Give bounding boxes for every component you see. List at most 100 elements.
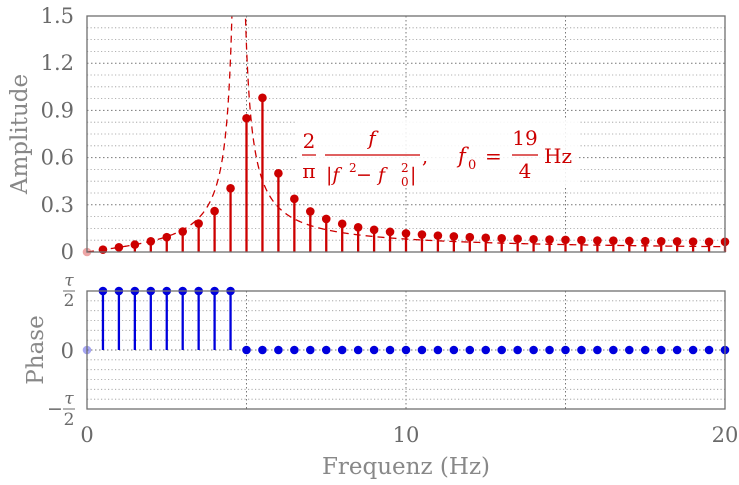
- x-axis-label: Frequenz (Hz): [322, 454, 490, 480]
- phase-stem-marker: [577, 345, 586, 355]
- phase-stem-marker: [625, 345, 634, 355]
- formula-equals: =: [485, 144, 502, 168]
- formula-den-part-exp-2: 2: [401, 161, 409, 175]
- amplitude-stem-marker: [497, 234, 507, 243]
- amplitude-stem-marker: [401, 229, 411, 238]
- amplitude-frame: [86, 15, 726, 253]
- amplitude-stem-marker: [306, 207, 315, 216]
- x-axis-tick-label: 0: [80, 423, 93, 447]
- formula-denominator-pi: π: [302, 159, 315, 183]
- phase-stem-marker: [306, 345, 315, 355]
- formula-den-part-abs-f: |f: [326, 164, 342, 186]
- phase-stem-marker: [353, 345, 363, 355]
- amplitude-stem-marker: [688, 237, 698, 246]
- phase-stem-marker: [337, 345, 347, 355]
- formula-den-part-abs-close: |: [410, 164, 416, 186]
- amplitude-ytick-label: 0.6: [41, 146, 74, 170]
- phase-ytick-bottom-numerator: τ: [64, 389, 74, 409]
- formula-f0-subscript: 0: [468, 158, 476, 173]
- phase-ytick-zero: 0: [61, 339, 74, 363]
- phase-stem-marker: [656, 345, 666, 355]
- phase-stem-marker: [640, 345, 650, 355]
- phase-stem-marker: [513, 345, 522, 355]
- phase-stem-marker: [369, 345, 379, 355]
- amplitude-stem-marker: [369, 225, 379, 235]
- amplitude-stems: [82, 93, 730, 257]
- phase-stem-marker: [545, 345, 554, 355]
- phase-ytick-top-numerator: τ: [64, 271, 74, 291]
- phase-frame: [86, 290, 726, 410]
- amplitude-stem-marker: [194, 219, 203, 228]
- amplitude-ytick-label: 0.9: [41, 98, 74, 122]
- amplitude-stem-marker: [337, 219, 347, 229]
- phase-stem-marker: [672, 345, 682, 355]
- amplitude-stem-marker: [321, 214, 331, 224]
- phase-stems: [82, 286, 730, 355]
- amplitude-stem-marker: [385, 227, 395, 237]
- amplitude-stem-marker: [130, 240, 140, 249]
- phase-stem-marker: [417, 345, 427, 355]
- amplitude-axis-label: Amplitude: [7, 74, 33, 195]
- amplitude-ytick-label: 1.2: [41, 51, 74, 75]
- amplitude-stem-marker: [593, 236, 602, 245]
- phase-ytick-bottom-sign: −: [47, 398, 63, 420]
- phase-stem-marker: [529, 345, 538, 355]
- formula-background: [297, 118, 579, 188]
- amplitude-stem-marker: [417, 230, 427, 239]
- amplitude-stem-marker: [433, 231, 443, 240]
- phase-stem-marker: [497, 345, 507, 355]
- phase-ytick-top: τ 2: [63, 271, 75, 311]
- phase-stem-marker: [593, 345, 602, 355]
- phase-y-ticks: τ 2 0 − τ 2: [47, 271, 75, 430]
- amplitude-ytick-label: 1.5: [41, 4, 74, 28]
- formula-den-part-exp-1: 2: [349, 161, 357, 175]
- formula-denominator: |f 2 − f 2 0 |: [326, 161, 416, 189]
- amplitude-stem-marker: [162, 232, 172, 242]
- phase-stem-marker: [401, 345, 411, 355]
- amplitude-stem-marker: [577, 235, 586, 245]
- x-axis-tick-label: 10: [393, 423, 420, 447]
- x-axis-tick-label: 20: [712, 423, 739, 447]
- formula-numerator-19: 19: [512, 126, 537, 150]
- phase-stem-marker: [258, 345, 267, 355]
- phase-stem-marker: [688, 345, 698, 355]
- amplitude-stem-marker: [609, 236, 618, 245]
- phase-stem-marker: [465, 345, 475, 355]
- amplitude-stem-marker: [178, 227, 187, 236]
- phase-stem-marker: [704, 345, 714, 355]
- formula-annotation: 2 π f |f 2 − f 2 0 | , f 0 = 19 4 Hz: [297, 118, 579, 189]
- amplitude-ytick-label: 0.3: [41, 193, 74, 217]
- amplitude-y-ticks: 0 0.3 0.6 0.9 1.2 1.5: [41, 4, 74, 264]
- amplitude-stem-marker: [561, 235, 570, 245]
- amplitude-stem-marker: [529, 234, 538, 244]
- amplitude-stem-marker: [114, 242, 124, 252]
- phase-stem-marker: [290, 345, 299, 355]
- phase-stem-marker: [321, 345, 331, 355]
- phase-stem-marker: [609, 345, 618, 355]
- amplitude-stem-marker: [242, 113, 251, 123]
- phase-stem-marker: [449, 345, 459, 355]
- amplitude-stem-marker: [258, 93, 267, 103]
- phase-stem-marker: [561, 345, 570, 355]
- formula-unit-hz: Hz: [544, 144, 572, 168]
- phase-stem-marker: [242, 345, 251, 355]
- amplitude-stem-marker: [274, 169, 283, 178]
- amplitude-stem-marker: [353, 222, 363, 232]
- amplitude-stem-marker: [210, 206, 219, 216]
- amplitude-stem-marker: [290, 194, 299, 204]
- formula-comma: ,: [422, 146, 428, 168]
- formula-denominator-4: 4: [519, 159, 532, 183]
- amplitude-stem-marker: [146, 237, 156, 246]
- x-axis-ticks: 0 10 20: [80, 423, 738, 447]
- amplitude-stem-marker: [656, 237, 666, 246]
- amplitude-stem-marker: [465, 232, 475, 242]
- amplitude-stem-marker: [672, 237, 682, 246]
- amplitude-stem-marker: [625, 236, 634, 246]
- formula-den-part-sub-0: 0: [401, 175, 409, 189]
- phase-stem-marker: [385, 345, 395, 355]
- amplitude-stem-marker: [545, 235, 554, 244]
- amplitude-ytick-label: 0: [61, 240, 74, 264]
- amplitude-stem-marker: [226, 183, 235, 193]
- formula-numerator-2: 2: [303, 129, 316, 153]
- amplitude-panel: 0 0.3 0.6 0.9 1.2 1.5 Amplitude 2 π f |f 2 − …: [7, 4, 730, 264]
